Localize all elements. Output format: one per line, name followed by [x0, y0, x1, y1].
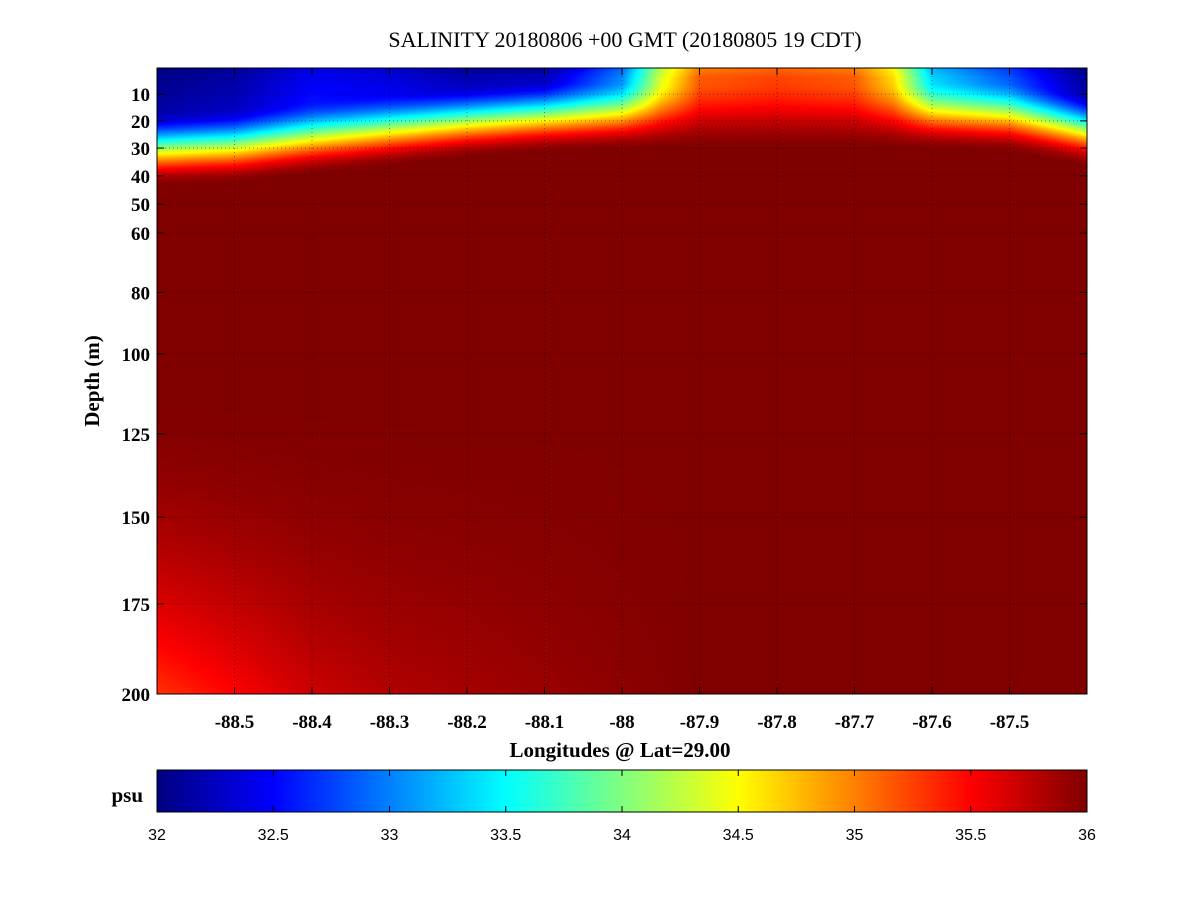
x-axis-label: Longitudes @ Lat=29.00 [509, 738, 730, 762]
colorbar-gradient [156, 769, 1088, 813]
colorbar: psu 32 32.5 33 33.5 34 34.5 35 35.5 36 [111, 769, 1096, 844]
y-axis-label: Depth (m) [80, 335, 104, 427]
y-tick-label: 60 [131, 224, 150, 245]
colorbar-tick-label: 35.5 [955, 827, 986, 844]
x-tick-label: -87.7 [835, 712, 875, 733]
y-tick-label: 200 [122, 685, 151, 706]
y-tick-label: 50 [131, 195, 150, 216]
y-tick-label: 125 [122, 425, 151, 446]
y-tick-label: 175 [122, 595, 151, 616]
x-tick-label: -87.8 [757, 712, 797, 733]
y-tick-label: 10 [131, 85, 150, 106]
x-tick-label: -87.6 [912, 712, 952, 733]
x-tick-label: -88.1 [525, 712, 565, 733]
colorbar-tick-label: 33.5 [490, 827, 521, 844]
x-tick-label: -88.3 [370, 712, 410, 733]
colorbar-tick-label: 32 [148, 827, 166, 844]
colorbar-ticks: 32 32.5 33 33.5 34 34.5 35 35.5 36 [148, 770, 1096, 844]
y-tick-label: 20 [131, 112, 150, 133]
x-tick-label: -88.2 [447, 712, 487, 733]
colorbar-tick-label: 36 [1078, 827, 1096, 844]
grid-lines [157, 68, 1087, 695]
colorbar-unit-label: psu [111, 783, 143, 807]
x-tick-label: -87.9 [680, 712, 720, 733]
x-tick-label: -88.4 [292, 712, 332, 733]
plot-area: -88.5 -88.4 -88.3 -88.2 -88.1 -88 -87.9 -87.8 -8… [122, 67, 1088, 733]
y-tick-label: 30 [131, 139, 150, 160]
y-tick-label: 150 [122, 508, 151, 529]
x-tick-label: -88 [609, 712, 634, 733]
x-tick-label: -88.5 [215, 712, 255, 733]
y-axis-ticks: 10 20 30 40 50 60 80 100 125 150 175 200 [122, 85, 1087, 706]
colorbar-tick-label: 33 [381, 827, 399, 844]
colorbar-tick-label: 34 [613, 827, 631, 844]
y-tick-label: 100 [122, 345, 151, 366]
colorbar-tick-label: 34.5 [723, 827, 754, 844]
y-tick-label: 40 [131, 167, 150, 188]
chart-title: SALINITY 20180806 +00 GMT (20180805 19 C… [388, 27, 861, 52]
x-axis-ticks: -88.5 -88.4 -88.3 -88.2 -88.1 -88 -87.9 -87.8 -8… [215, 68, 1030, 733]
x-tick-label: -87.5 [990, 712, 1030, 733]
y-tick-label: 80 [131, 283, 150, 304]
colorbar-tick-label: 32.5 [258, 827, 289, 844]
colorbar-tick-label: 35 [846, 827, 864, 844]
